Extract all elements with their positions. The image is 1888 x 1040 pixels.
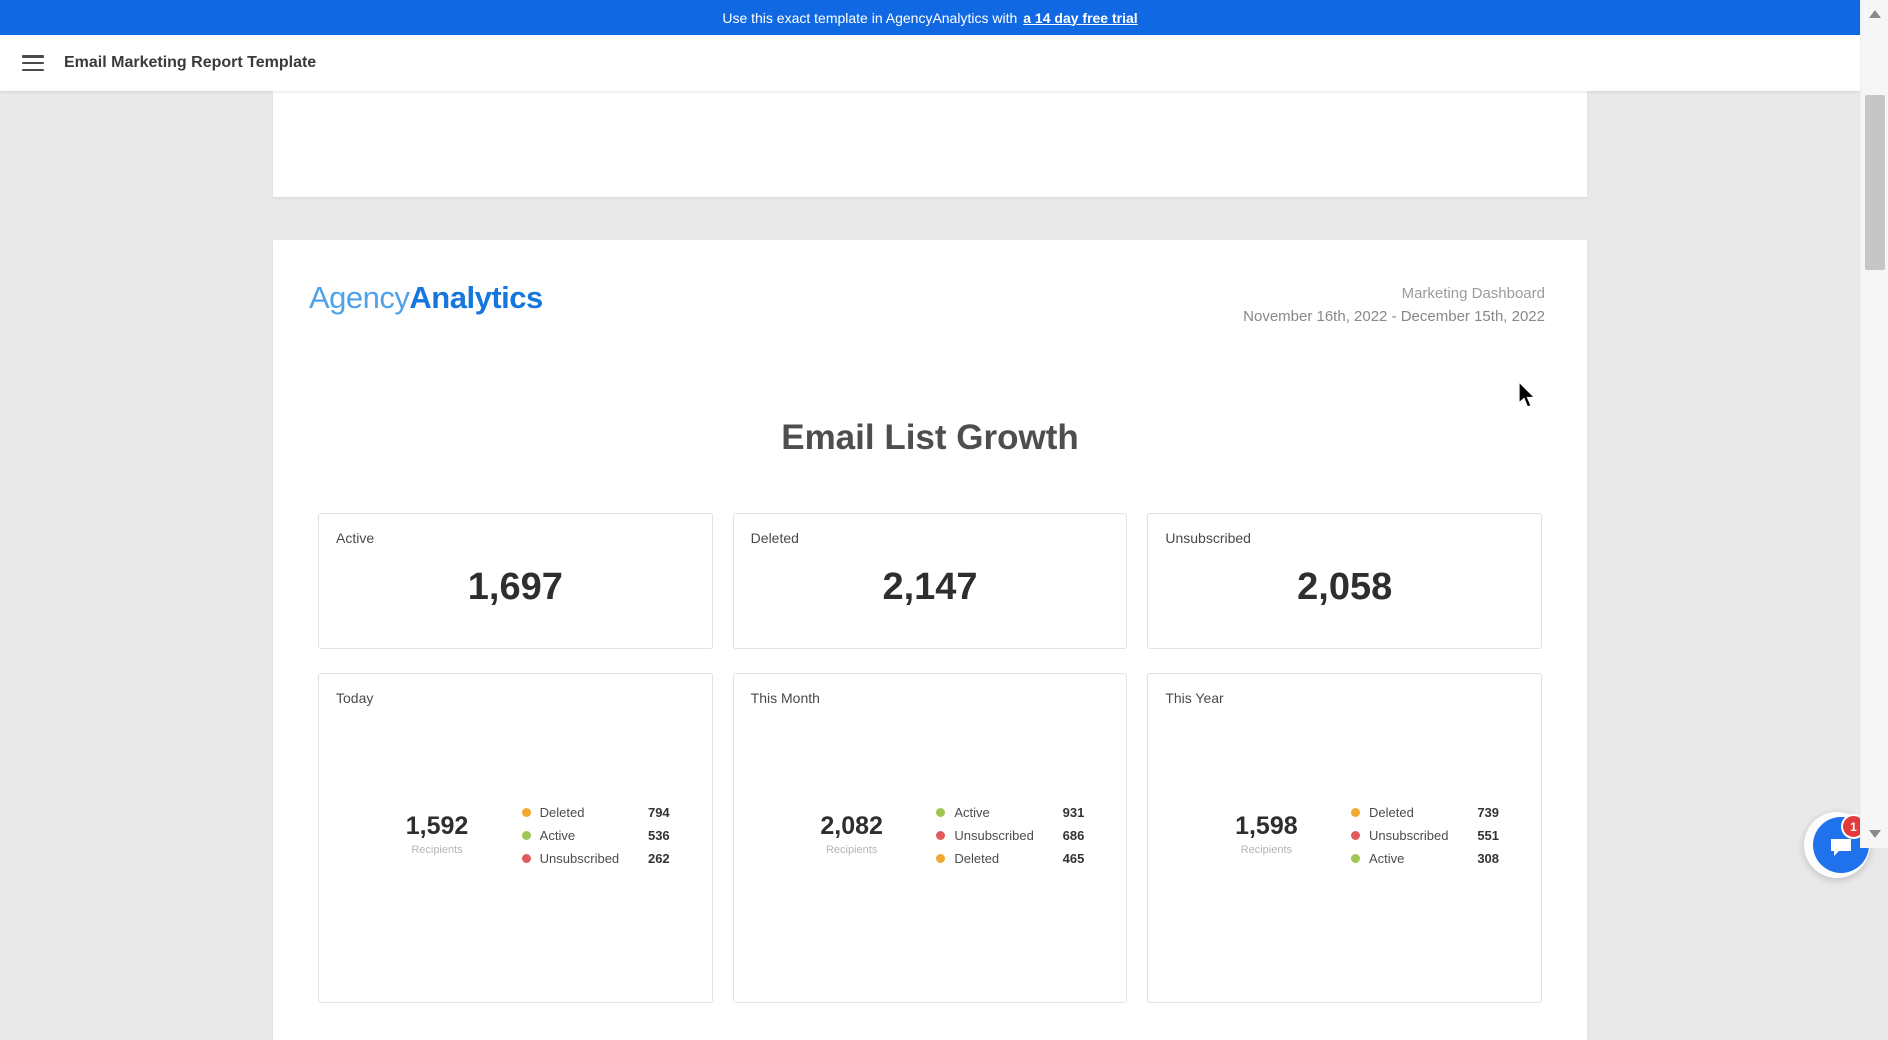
legend-row: Unsubscribed 686 xyxy=(936,824,1084,847)
legend-row: Active 308 xyxy=(1351,847,1499,870)
report-header: AgencyAnalytics Marketing Dashboard Nove… xyxy=(273,240,1587,328)
stat-value: 2,147 xyxy=(882,566,978,608)
donut-unit: Recipients xyxy=(825,844,878,856)
legend-label: Deleted xyxy=(954,851,1000,866)
scrollbar-down-arrow-icon[interactable] xyxy=(1869,830,1881,838)
legend-value: 931 xyxy=(1062,805,1085,820)
donut-card-today: Today 1,592 Recipients Deleted 794 Activ… xyxy=(318,673,713,1003)
scrollbar-thumb[interactable] xyxy=(1865,95,1885,270)
hamburger-menu-icon[interactable] xyxy=(22,55,44,71)
page-title: Email Marketing Report Template xyxy=(64,54,317,71)
free-trial-link[interactable]: a 14 day free trial xyxy=(1023,9,1138,26)
previous-report-card xyxy=(273,91,1587,197)
legend-dot-unsubscribed xyxy=(521,854,531,863)
legend-row: Active 536 xyxy=(521,824,670,847)
legend-dot-deleted xyxy=(1351,808,1361,817)
legend-dot-active xyxy=(936,808,946,817)
legend-dot-active xyxy=(521,831,531,840)
donut-row: Today 1,592 Recipients Deleted 794 Activ… xyxy=(273,673,1587,1003)
legend-label: Active xyxy=(954,805,990,820)
donut-total: 2,082 xyxy=(820,812,883,840)
legend-dot-unsubscribed xyxy=(936,831,946,840)
legend-value: 739 xyxy=(1477,805,1500,820)
donut-center-text: 1,598 Recipients xyxy=(1235,812,1298,856)
legend-dot-unsubscribed xyxy=(1351,831,1361,840)
donut-card-this-year: This Year 1,598 Recipients Deleted 739 U… xyxy=(1147,673,1543,1003)
donut-total: 1,592 xyxy=(405,812,469,840)
donut-title: This Month xyxy=(750,690,820,706)
agencyanalytics-logo: AgencyAnalytics xyxy=(309,280,543,328)
promo-banner: Use this exact template in AgencyAnalyti… xyxy=(0,0,1860,35)
stat-card-deleted: Deleted 2,147 xyxy=(732,513,1128,649)
donut-legend: Deleted 739 Unsubscribed 551 Active 308 xyxy=(1351,801,1499,870)
legend-value: 686 xyxy=(1062,828,1085,843)
logo-part-analytics: Analytics xyxy=(409,280,543,315)
legend-dot-deleted xyxy=(936,854,946,863)
legend-row: Active 931 xyxy=(936,801,1084,824)
report-date-range: November 16th, 2022 - December 15th, 202… xyxy=(1243,308,1545,325)
donut-legend: Active 931 Unsubscribed 686 Deleted 465 xyxy=(936,801,1084,870)
report-meta: Marketing Dashboard November 16th, 2022 … xyxy=(1243,280,1545,328)
legend-label: Unsubscribed xyxy=(1369,828,1449,843)
stat-card-unsubscribed: Unsubscribed 2,058 xyxy=(1147,513,1543,649)
stat-label: Unsubscribed xyxy=(1165,530,1251,546)
legend-value: 551 xyxy=(1477,828,1500,843)
legend-dot-active xyxy=(1351,854,1361,863)
stat-card-active: Active 1,697 xyxy=(318,513,713,649)
donut-title: Today xyxy=(336,690,374,706)
app-header: Email Marketing Report Template xyxy=(0,35,1860,91)
stat-label: Deleted xyxy=(750,530,799,546)
vertical-scrollbar[interactable] xyxy=(1860,0,1888,848)
legend-value: 536 xyxy=(647,828,670,843)
legend-label: Unsubscribed xyxy=(539,851,620,866)
legend-label: Active xyxy=(539,828,576,843)
report-card: AgencyAnalytics Marketing Dashboard Nove… xyxy=(273,240,1587,1040)
scrollbar-up-arrow-icon[interactable] xyxy=(1869,10,1881,18)
legend-row: Unsubscribed 262 xyxy=(521,847,670,870)
donut-unit: Recipients xyxy=(411,844,463,856)
legend-value: 262 xyxy=(647,851,670,866)
donut-center-text: 1,592 Recipients xyxy=(406,812,469,856)
report-meta-title: Marketing Dashboard xyxy=(1401,285,1545,302)
donut-legend: Deleted 794 Active 536 Unsubscribed 262 xyxy=(521,801,670,870)
stat-label: Active xyxy=(336,530,375,546)
legend-label: Unsubscribed xyxy=(954,828,1034,843)
legend-label: Deleted xyxy=(539,805,585,820)
page-content: AgencyAnalytics Marketing Dashboard Nove… xyxy=(0,91,1860,1040)
legend-value: 308 xyxy=(1477,851,1500,866)
legend-row: Deleted 739 xyxy=(1351,801,1499,824)
promo-banner-text: Use this exact template in AgencyAnalyti… xyxy=(722,9,1018,26)
stat-value: 1,697 xyxy=(467,566,563,608)
legend-value: 465 xyxy=(1062,851,1085,866)
logo-part-agency: Agency xyxy=(309,280,410,315)
donut-card-this-month: This Month 2,082 Recipients Active 931 U… xyxy=(732,673,1128,1003)
donut-center-text: 2,082 Recipients xyxy=(820,812,883,856)
stats-row: Active 1,697 Deleted 2,147 Unsubscribed … xyxy=(273,513,1587,649)
donut-total: 1,598 xyxy=(1235,812,1298,840)
legend-value: 794 xyxy=(647,805,670,820)
legend-dot-deleted xyxy=(521,808,531,817)
legend-label: Active xyxy=(1369,851,1405,866)
legend-row: Deleted 794 xyxy=(521,801,670,824)
legend-label: Deleted xyxy=(1369,805,1414,820)
section-title: Email List Growth xyxy=(781,418,1079,457)
donut-unit: Recipients xyxy=(1240,844,1293,856)
legend-row: Deleted 465 xyxy=(936,847,1084,870)
legend-row: Unsubscribed 551 xyxy=(1351,824,1499,847)
donut-title: This Year xyxy=(1165,690,1224,706)
chat-icon xyxy=(1831,839,1851,856)
stat-value: 2,058 xyxy=(1297,566,1393,608)
